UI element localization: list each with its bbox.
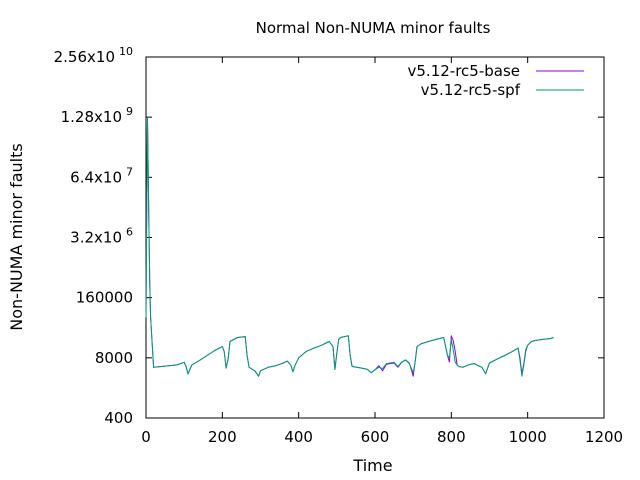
y-axis-label: Non-NUMA minor faults bbox=[7, 143, 26, 330]
x-tick-label: 200 bbox=[208, 428, 237, 446]
y-tick-label: 2.56x10 10 bbox=[54, 45, 133, 66]
series-layer bbox=[145, 118, 554, 377]
series-line-2 bbox=[145, 118, 554, 377]
y-tick-label: 160000 bbox=[76, 289, 133, 307]
x-axis-label: Time bbox=[352, 456, 392, 475]
y-tick-label: 3.2x10 6 bbox=[70, 226, 133, 247]
x-tick-label: 1200 bbox=[585, 428, 623, 446]
y-tick-label: 6.4x10 7 bbox=[70, 165, 133, 186]
legend-label-1: v5.12-rc5-base bbox=[408, 62, 521, 80]
y-tick-label: 8000 bbox=[95, 349, 133, 367]
x-tick-label: 1000 bbox=[509, 428, 547, 446]
y-tick-label: 400 bbox=[104, 409, 133, 427]
y-axis-ticks: 400 8000 160000 3.2x10 6 6.4x10 7 1.28x10 9 2.56x… bbox=[54, 45, 604, 427]
x-tick-label: 0 bbox=[141, 428, 151, 446]
y-tick-label: 1.28x10 9 bbox=[61, 105, 133, 126]
plot-frame bbox=[145, 56, 605, 419]
x-axis-ticks: 0 200 400 600 800 1000 1200 bbox=[141, 57, 623, 446]
x-tick-label: 600 bbox=[361, 428, 390, 446]
x-tick-label: 400 bbox=[284, 428, 313, 446]
chart-title: Normal Non-NUMA minor faults bbox=[256, 19, 491, 37]
x-tick-label: 800 bbox=[437, 428, 466, 446]
legend-label-2: v5.12-rc5-spf bbox=[421, 81, 521, 99]
series-line-1 bbox=[145, 118, 554, 377]
